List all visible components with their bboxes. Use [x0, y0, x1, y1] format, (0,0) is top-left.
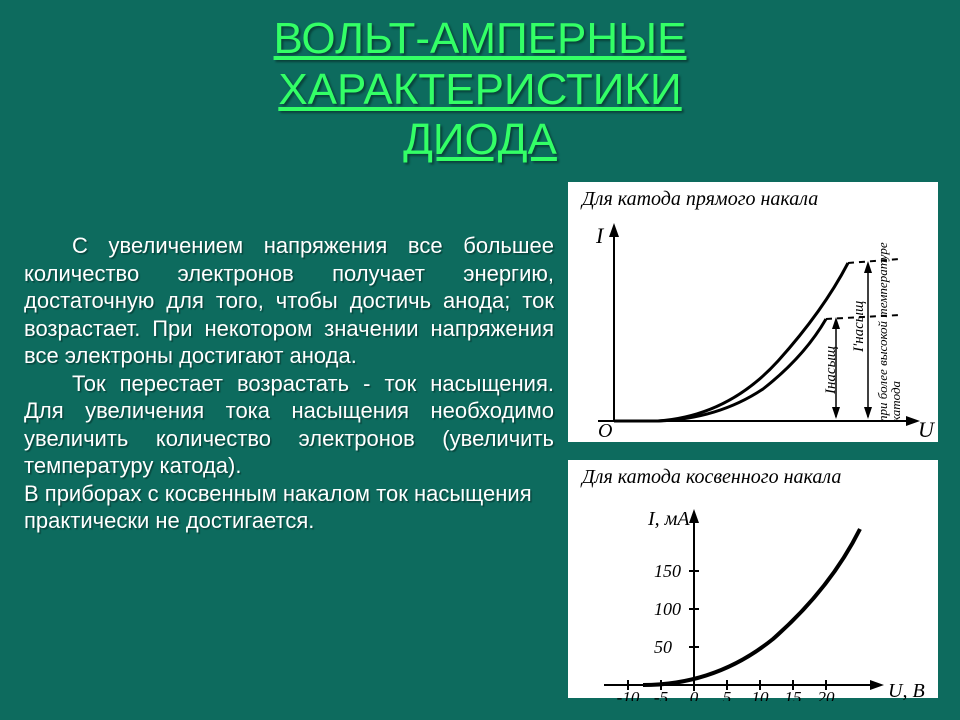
chart2-y-arrow	[689, 509, 699, 523]
paragraph-2: Ток перестает возрастать - ток насыщения…	[24, 370, 554, 480]
chart1-title: Для катода прямого накала	[568, 182, 938, 211]
chart-indirect-heating: Для катода косвенного накала I, мА U, В …	[568, 460, 938, 698]
chart2-title: Для катода косвенного накала	[568, 460, 938, 489]
paragraph-3: В приборах с косвенным накалом ток насыщ…	[24, 480, 554, 535]
chart1-arrow-small-head-dn	[832, 407, 840, 419]
chart2-y-tick-label: 50	[654, 637, 672, 657]
chart2-x-tick-label: 5	[723, 688, 732, 701]
chart-direct-heating: Для катода прямого накала I U O Iнасыщ I…	[568, 182, 938, 442]
body-text: С увеличением напряжения все большее кол…	[24, 232, 554, 535]
chart2-x-arrow	[870, 680, 884, 690]
chart1-label-side: при более высокой температуре катода	[876, 242, 902, 422]
chart1-x-label: U	[918, 417, 936, 442]
chart1-origin: O	[598, 420, 612, 442]
slide-title: ВОЛЬТ-АМПЕРНЫЕ ХАРАКТЕРИСТИКИ ДИОДА	[0, 0, 960, 166]
chart2-y-label: I, мА	[647, 508, 690, 530]
chart2-x-tick-label: 10	[752, 688, 770, 701]
chart1-y-label: I	[595, 223, 605, 248]
chart1-label-inas: Iнасыщ	[824, 314, 839, 394]
title-line-3: ДИОДА	[403, 115, 557, 164]
chart1-label-inas2: I'насыщ	[852, 272, 867, 352]
chart2-x-tick-label: 0	[690, 688, 699, 701]
chart2-x-tick-label: 20	[818, 688, 836, 701]
paragraph-1: С увеличением напряжения все большее кол…	[24, 232, 554, 370]
chart2-x-label: U, В	[888, 680, 925, 701]
chart2-svg: I, мА U, В 50 100 150 -10 -5 0 5 10 15 20	[568, 489, 938, 701]
chart1-y-arrow	[609, 223, 619, 237]
title-line-1: ВОЛЬТ-АМПЕРНЫЕ	[274, 14, 687, 63]
chart2-x-tick-label: -5	[654, 688, 668, 701]
chart2-y-tick-label: 100	[654, 599, 681, 619]
chart2-x-tick-label: -10	[617, 688, 640, 701]
chart1-curve1	[614, 263, 848, 421]
chart2-x-tick-label: 15	[785, 688, 802, 701]
chart2-y-tick-label: 150	[654, 561, 681, 581]
title-line-2: ХАРАКТЕРИСТИКИ	[278, 65, 681, 114]
chart1-arrow-big-head-dn	[864, 407, 872, 419]
